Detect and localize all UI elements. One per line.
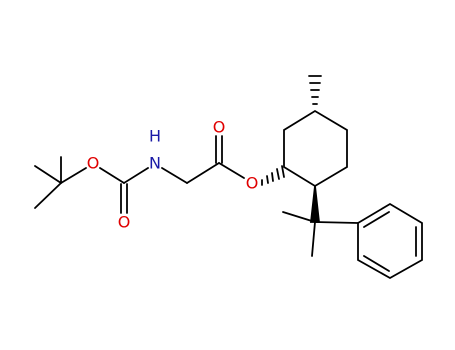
atom-label: O (213, 118, 226, 137)
atom-label: O (87, 154, 100, 173)
atom-label: O (246, 174, 259, 193)
hashed-bond (261, 165, 285, 186)
hashed-bond (308, 75, 322, 105)
bonds (34, 75, 423, 280)
atom-label: N (149, 154, 161, 173)
atom-label: O (118, 213, 131, 232)
atom-label: H (149, 127, 161, 146)
